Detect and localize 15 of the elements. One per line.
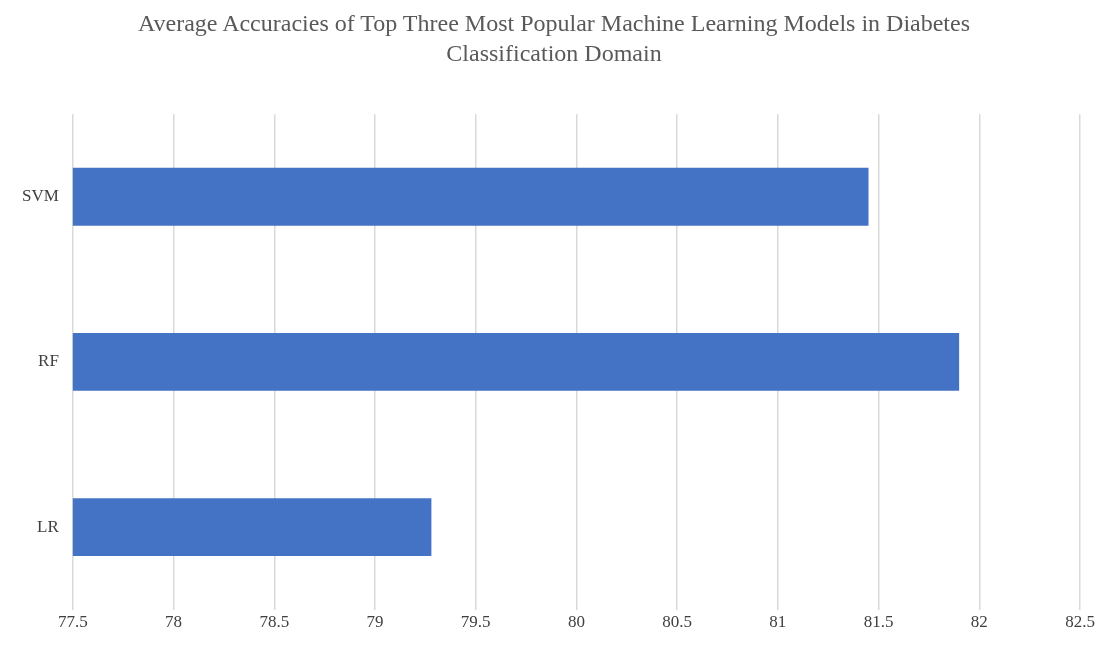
x-tick-label: 82.5	[1065, 612, 1095, 632]
x-tick-label: 81	[769, 612, 787, 632]
x-tick-label: 78.5	[259, 612, 290, 632]
x-tick-label: 80.5	[662, 612, 693, 632]
x-tick-label: 78	[165, 612, 183, 632]
x-tick-label: 82	[970, 612, 988, 632]
x-tick-label: 80	[567, 612, 585, 632]
x-tick-label: 79.5	[460, 612, 491, 632]
x-tick-label: 81.5	[863, 612, 894, 632]
x-tick-label: 77.5	[57, 612, 88, 632]
y-tick-label: SVM	[21, 186, 59, 206]
y-tick-label: LR	[37, 516, 60, 536]
chart-title: Average Accuracies of Top Three Most Popular Machine Learning Models in Diabetes Classification Domain	[136, 9, 972, 68]
y-tick-label: RF	[38, 351, 59, 371]
x-tick-label: 79	[366, 612, 384, 632]
